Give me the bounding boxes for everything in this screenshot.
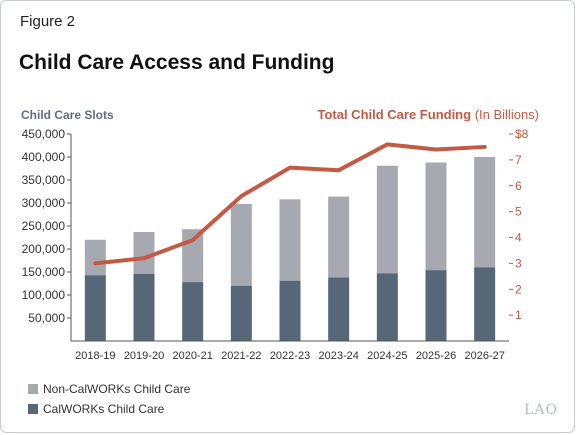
y2-tick-label: 4: [515, 231, 522, 245]
lao-logo: LAO: [524, 402, 558, 418]
x-tick-label: 2021-22: [221, 350, 261, 362]
bar-calworks: [133, 273, 155, 341]
y-tick-label: 150,000: [22, 265, 66, 279]
y-tick-label: 350,000: [22, 173, 66, 187]
y-tick-label: 300,000: [22, 196, 66, 210]
x-tick-label: 2018-19: [75, 350, 115, 362]
funding-line: [93, 142, 487, 266]
bar-calworks: [328, 277, 350, 341]
bar-calworks: [425, 270, 447, 341]
y-tick-label: 450,000: [22, 127, 66, 141]
x-tick-label: 2025-26: [416, 350, 456, 362]
bar-calworks: [182, 282, 204, 341]
legend-label-non-calworks: Non-CalWORKs Child Care: [43, 382, 191, 396]
x-tick-label: 2019-20: [124, 350, 164, 362]
bar-non-calworks: [376, 165, 398, 274]
bar-calworks: [230, 285, 252, 341]
x-tick-label: 2020-21: [172, 350, 212, 362]
bar-calworks: [376, 273, 398, 341]
y2-tick-label: $8: [515, 127, 529, 141]
y2-tick-label: 6: [515, 179, 522, 193]
y2-tick-label: 3: [515, 256, 522, 270]
bar-non-calworks: [133, 231, 155, 274]
bar-non-calworks: [279, 199, 301, 281]
y-tick-label: 100,000: [22, 288, 66, 302]
figure-label: Figure 2: [20, 13, 76, 30]
right-axis-title: Total Child Care Funding (In Billions): [317, 107, 539, 122]
legend-swatch-calworks: [28, 404, 38, 414]
chart-title: Child Care Access and Funding: [19, 51, 335, 74]
bar-non-calworks: [230, 203, 252, 286]
right-axis-title-bold: Total Child Care Funding: [317, 107, 472, 122]
y2-tick-label: 7: [515, 153, 522, 167]
y-tick-label: 50,000: [28, 311, 65, 325]
left-axis-title: Child Care Slots: [21, 108, 114, 122]
y2-tick-label: 1: [515, 308, 522, 322]
legend: Non-CalWORKs Child Care CalWORKs Child C…: [28, 379, 190, 419]
x-tick-label: 2023-24: [318, 350, 358, 362]
bar-calworks: [84, 275, 106, 341]
right-axis-title-units: (In Billions): [474, 107, 539, 122]
bar-non-calworks: [84, 239, 106, 276]
y-tick-label: 200,000: [22, 242, 66, 256]
legend-item-non-calworks: Non-CalWORKs Child Care: [28, 379, 190, 399]
x-tick-label: 2022-23: [270, 350, 310, 362]
bar-calworks: [474, 267, 496, 341]
y-tick-label: 250,000: [22, 219, 66, 233]
y-tick-label: 400,000: [22, 150, 66, 164]
bar-calworks: [279, 280, 301, 341]
x-tick-label: 2026-27: [464, 350, 504, 362]
bar-non-calworks: [328, 196, 350, 278]
y2-tick-label: 5: [515, 205, 522, 219]
y2-tick-label: 2: [515, 282, 522, 296]
legend-label-calworks: CalWORKs Child Care: [43, 402, 165, 416]
bar-non-calworks: [474, 157, 496, 268]
x-tick-label: 2024-25: [367, 350, 407, 362]
bar-non-calworks: [425, 162, 447, 271]
legend-item-calworks: CalWORKs Child Care: [28, 399, 190, 419]
legend-swatch-non-calworks: [28, 384, 38, 394]
bar-non-calworks: [182, 229, 204, 283]
